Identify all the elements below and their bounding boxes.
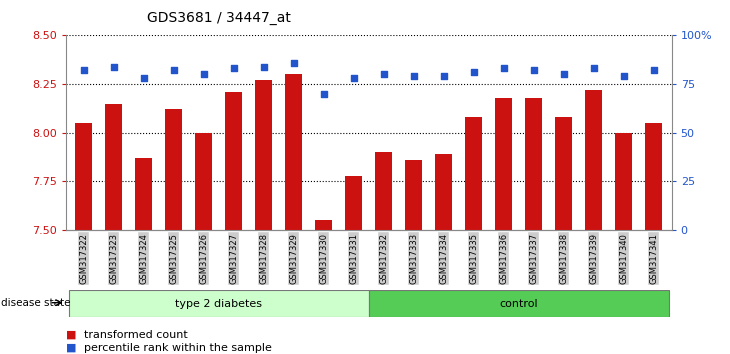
Bar <box>285 74 302 230</box>
Bar <box>435 154 452 230</box>
Bar <box>615 133 632 230</box>
Text: GSM317329: GSM317329 <box>289 233 298 284</box>
Text: GSM317330: GSM317330 <box>319 233 328 284</box>
Text: GSM317336: GSM317336 <box>499 233 508 284</box>
Text: GSM317341: GSM317341 <box>649 233 658 284</box>
Text: GSM317327: GSM317327 <box>229 233 238 284</box>
Text: GSM317335: GSM317335 <box>469 233 478 284</box>
Point <box>648 68 659 73</box>
Bar <box>105 103 122 230</box>
Bar <box>405 160 422 230</box>
Text: GSM317337: GSM317337 <box>529 233 538 284</box>
Bar <box>526 98 542 230</box>
Bar <box>375 152 392 230</box>
Bar <box>496 98 512 230</box>
Point <box>408 74 420 79</box>
Text: GSM317324: GSM317324 <box>139 233 148 284</box>
Text: GSM317325: GSM317325 <box>169 233 178 284</box>
Point <box>228 66 239 72</box>
Point <box>468 69 480 75</box>
Text: GSM317334: GSM317334 <box>439 233 448 284</box>
Bar <box>466 117 482 230</box>
Bar <box>315 220 332 230</box>
Point <box>588 66 599 72</box>
Bar <box>369 290 669 317</box>
Point <box>198 72 210 77</box>
Point <box>138 75 150 81</box>
Point <box>558 72 569 77</box>
Bar <box>166 109 182 230</box>
Point <box>528 68 539 73</box>
Point <box>168 68 180 73</box>
Text: GSM317331: GSM317331 <box>349 233 358 284</box>
Bar <box>345 176 362 230</box>
Text: control: control <box>499 298 538 309</box>
Text: ■: ■ <box>66 330 76 339</box>
Point <box>438 74 450 79</box>
Point <box>618 74 629 79</box>
Bar <box>196 133 212 230</box>
Point <box>288 60 299 65</box>
Text: type 2 diabetes: type 2 diabetes <box>175 298 262 309</box>
Text: GSM317338: GSM317338 <box>559 233 568 284</box>
Text: GSM317323: GSM317323 <box>110 233 118 284</box>
Text: GSM317333: GSM317333 <box>409 233 418 284</box>
Point <box>347 75 359 81</box>
Bar <box>69 290 369 317</box>
Point <box>78 68 90 73</box>
Text: GSM317328: GSM317328 <box>259 233 268 284</box>
Text: disease state: disease state <box>1 298 71 308</box>
Bar <box>255 80 272 230</box>
Bar <box>226 92 242 230</box>
Point <box>258 64 269 69</box>
Text: GSM317340: GSM317340 <box>619 233 628 284</box>
Text: transformed count: transformed count <box>84 330 188 339</box>
Text: GDS3681 / 34447_at: GDS3681 / 34447_at <box>147 11 291 25</box>
Point <box>498 66 510 72</box>
Text: GSM317332: GSM317332 <box>379 233 388 284</box>
Bar <box>585 90 602 230</box>
Point <box>378 72 390 77</box>
Text: percentile rank within the sample: percentile rank within the sample <box>84 343 272 353</box>
Bar <box>556 117 572 230</box>
Text: GSM317339: GSM317339 <box>589 233 598 284</box>
Point <box>108 64 120 69</box>
Text: ■: ■ <box>66 343 76 353</box>
Text: GSM317326: GSM317326 <box>199 233 208 284</box>
Point <box>318 91 329 97</box>
Bar <box>75 123 92 230</box>
Bar <box>645 123 662 230</box>
Bar <box>136 158 152 230</box>
Text: GSM317322: GSM317322 <box>79 233 88 284</box>
